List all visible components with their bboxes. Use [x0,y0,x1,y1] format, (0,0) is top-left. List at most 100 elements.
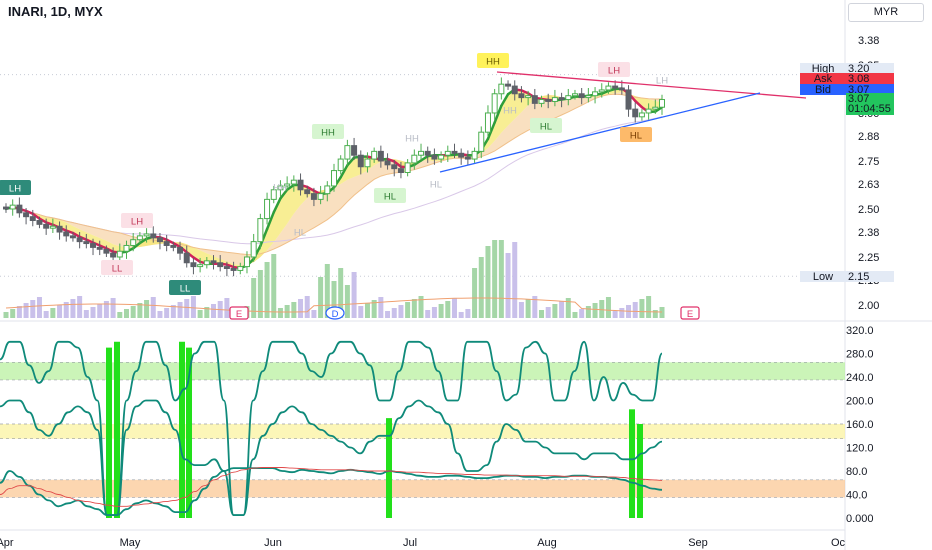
candle-body [36,220,43,225]
volume-bar [117,312,123,318]
volume-bar [425,310,431,318]
volume-bar [257,270,263,318]
candle-body [592,91,599,97]
candle-body [49,225,56,229]
candle-body [237,266,244,271]
volume-bar [23,303,29,318]
candle-body [404,162,411,173]
pattern-label-box [598,62,630,77]
candle-body [565,95,572,101]
candle-body [458,152,465,158]
oscillator-signal-bar [106,347,112,518]
candle-body [143,233,150,237]
candle-body [411,154,418,164]
price-label-value: 3.08 [848,73,869,85]
pattern-label-text: HH [503,106,517,117]
candle-body [23,212,30,218]
volume-bar [110,298,116,318]
volume-bar [30,300,36,318]
ma-5-segment [392,160,403,168]
candle-body [110,252,117,258]
pattern-label: HH [503,106,517,117]
pattern-label-text: LH [656,76,668,87]
volume-bar [592,303,598,318]
price-label-tag-bg [800,271,846,282]
candle-body [397,168,404,174]
pattern-label: LH [121,213,153,228]
candle-body [558,97,565,101]
candle-body [43,223,50,229]
candles [3,77,665,277]
ma-5-segment [413,159,423,167]
volume-bar [170,305,176,318]
candle-body [471,150,478,160]
candle-body [90,243,97,248]
volume-bar [632,302,638,318]
candle-body [464,156,471,160]
candle-body [478,131,485,152]
candle-body [384,160,391,166]
ma-5-segment [259,227,269,248]
volume-bar [378,297,384,318]
pattern-label-text: HL [540,122,552,133]
volume-bar [304,296,310,318]
time-tick-label: Aug [537,537,557,549]
candle-body [76,237,83,243]
candle-body [344,145,351,160]
currency-selector[interactable]: MYR [848,3,924,22]
price-tick-label: 2.63 [858,179,879,191]
pattern-label-box [0,180,31,195]
candle-body [136,235,143,241]
volume-bar [57,305,63,318]
volume-bar [144,300,150,318]
ma-5-segment [419,154,429,162]
volume-bar [472,268,478,318]
ma-5-segment [305,185,316,192]
price-label-value-bg [846,73,894,84]
ma-5-segment [192,256,202,264]
volume-bar [579,309,585,318]
pattern-label: LH [656,76,668,87]
ma-5-segment [172,241,182,249]
volume-bar [605,297,611,318]
pattern-label: HH [405,134,419,145]
volume-bar [646,296,652,318]
pattern-label: HH [273,183,287,194]
candle-body [257,218,264,243]
volume-bar [137,303,143,318]
volume-bar [451,298,457,318]
pattern-label-box [477,53,509,68]
time-tick-label: May [120,537,141,549]
candle-body [491,93,498,114]
candle-body [612,85,619,89]
candle-body [96,246,103,250]
candle-body [103,248,110,254]
candle-body [377,150,384,162]
candle-body [177,246,184,254]
price-label-value: 2.15 [848,271,869,283]
volume-bar [545,307,551,318]
volume-bar [277,308,283,318]
candle-body [444,150,451,156]
event-marker: E [680,306,700,320]
volume-bar [358,306,364,318]
pattern-label-text: LH [131,217,143,228]
price-label-name: High [812,63,835,75]
ma-5-segment [486,121,496,141]
price-tick-label: 2.50 [858,204,879,216]
candle-body [190,262,197,268]
candle-body [123,244,130,252]
pattern-label-box [312,124,344,139]
pattern-label-text: LL [112,264,123,275]
price-label-value-bg [846,271,894,282]
volume-bar [271,254,277,318]
oscillator-tick-label: 200.0 [846,396,874,408]
volume-bar [405,302,411,318]
oscillator-zone [0,362,845,380]
chart-symbol-title: INARI, 1D, MYX [8,4,103,19]
pattern-label-box [374,188,406,203]
volume-bar [77,296,83,318]
volume-bar [97,304,103,318]
